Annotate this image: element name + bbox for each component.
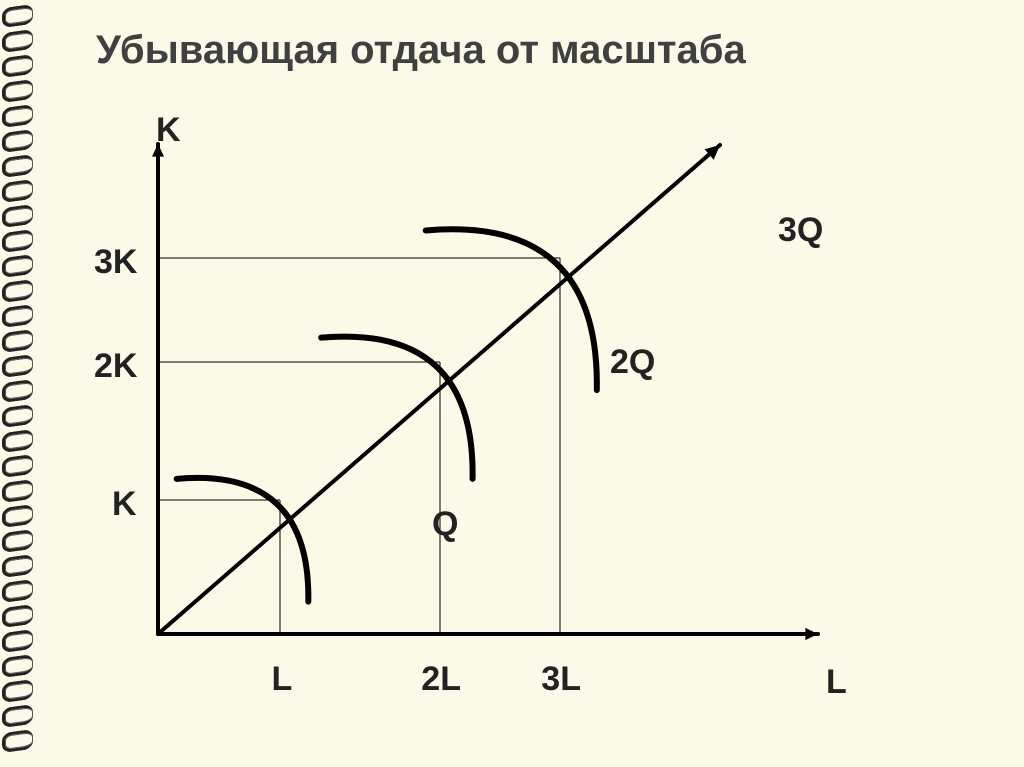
y-tick-3K: 3K (94, 243, 137, 282)
curve-label-3Q: 3Q (778, 211, 823, 250)
page-title: Убывающая отдача от масштаба (96, 28, 746, 73)
x-tick-3L: 3L (541, 660, 581, 699)
y-tick-2K: 2K (94, 347, 137, 386)
curve-label-2Q: 2Q (610, 343, 655, 382)
x-axis-label: L (826, 663, 847, 702)
y-axis-label: K (156, 111, 181, 150)
spiral-binding (0, 0, 36, 767)
x-tick-L: L (272, 660, 293, 699)
y-tick-K: K (112, 485, 137, 524)
curve-label-Q: Q (432, 505, 458, 544)
isoquant-chart (0, 0, 1024, 767)
x-tick-2L: 2L (421, 660, 461, 699)
